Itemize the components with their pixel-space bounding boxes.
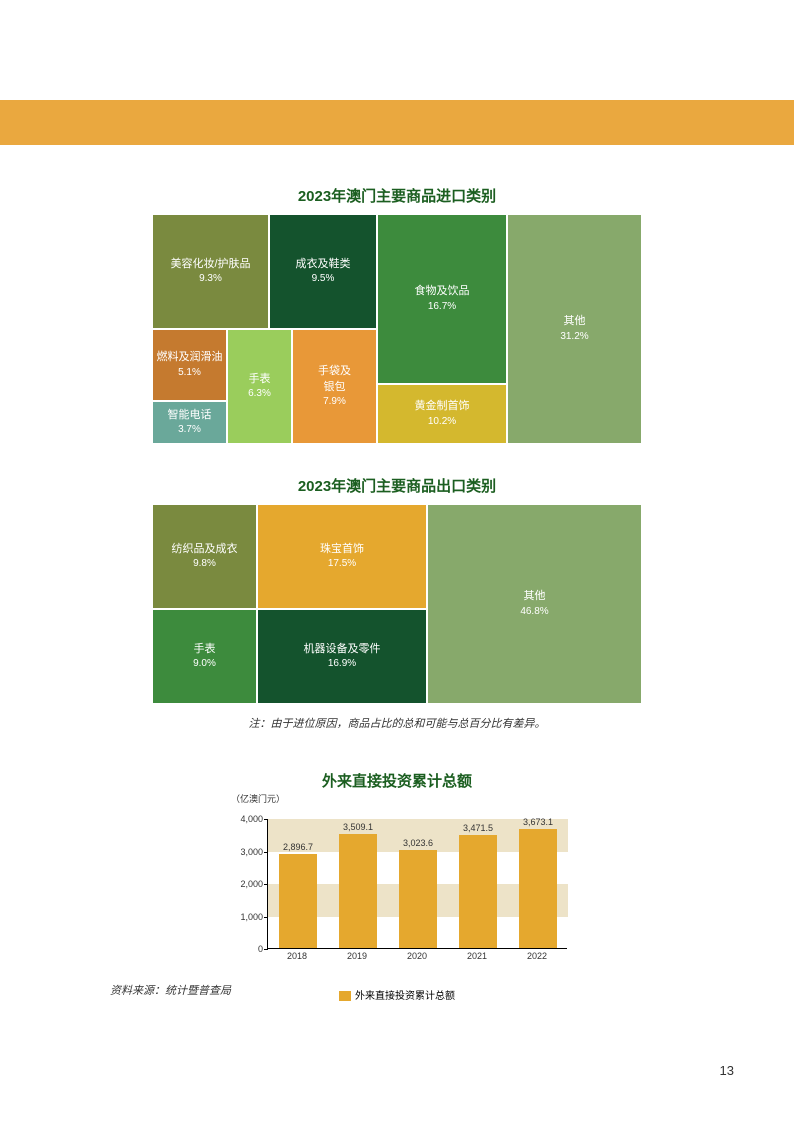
bar <box>339 834 377 948</box>
block-pct: 3.7% <box>178 423 201 437</box>
block-pct: 17.5% <box>328 557 356 571</box>
block-label: 机器设备及零件 <box>304 642 381 657</box>
x-tick-label: 2021 <box>458 951 496 961</box>
y-axis-unit: （亿澳门元） <box>231 792 285 805</box>
block-pct: 9.3% <box>199 272 222 286</box>
treemap-block: 智能电话3.7% <box>152 401 227 444</box>
treemap-block: 燃料及润滑油5.1% <box>152 329 227 401</box>
x-tick-label: 2020 <box>398 951 436 961</box>
exports-treemap: 纺织品及成衣9.8%珠宝首饰17.5%其他46.8%手表9.0%机器设备及零件1… <box>152 504 642 704</box>
block-label: 手表 <box>249 372 271 387</box>
treemap-block: 手表6.3% <box>227 329 292 444</box>
imports-treemap: 美容化妆/护肤品9.3%成衣及鞋类9.5%食物及饮品16.7%其他31.2%燃料… <box>152 214 642 444</box>
treemap-block: 美容化妆/护肤品9.3% <box>152 214 269 329</box>
block-label: 其他 <box>524 589 546 604</box>
block-label: 纺织品及成衣 <box>172 542 238 557</box>
treemap-block: 其他31.2% <box>507 214 642 444</box>
x-tick-label: 2019 <box>338 951 376 961</box>
treemap-block: 食物及饮品16.7% <box>377 214 507 384</box>
block-pct: 16.9% <box>328 657 356 671</box>
block-label: 食物及饮品 <box>415 284 470 299</box>
block-pct: 5.1% <box>178 366 201 380</box>
bar-legend: 外来直接投资累计总额 <box>227 987 567 1002</box>
bar-value-label: 2,896.7 <box>268 842 328 852</box>
bar-plot: 01,0002,0003,0004,0002,896.73,509.13,023… <box>267 819 567 949</box>
block-label: 珠宝首饰 <box>320 542 364 557</box>
bar <box>519 829 557 948</box>
block-label: 成衣及鞋类 <box>296 257 351 272</box>
block-label: 智能电话 <box>168 408 212 423</box>
x-tick-label: 2018 <box>278 951 316 961</box>
y-tick-label: 0 <box>233 944 263 954</box>
treemap-block: 手表9.0% <box>152 609 257 704</box>
imports-title: 2023年澳门主要商品进口类别 <box>0 185 794 206</box>
treemap-block: 成衣及鞋类9.5% <box>269 214 377 329</box>
block-label: 其他 <box>564 314 586 329</box>
bar-value-label: 3,673.1 <box>508 817 568 827</box>
y-tick-label: 4,000 <box>233 814 263 824</box>
block-label: 手袋及银包 <box>318 364 351 395</box>
block-label: 黄金制首饰 <box>415 399 470 414</box>
bar-value-label: 3,023.6 <box>388 838 448 848</box>
y-tick-label: 2,000 <box>233 879 263 889</box>
block-pct: 31.2% <box>560 330 588 344</box>
y-tick-label: 3,000 <box>233 847 263 857</box>
bar <box>459 835 497 948</box>
block-pct: 9.8% <box>193 557 216 571</box>
block-pct: 9.5% <box>312 272 335 286</box>
legend-label: 外来直接投资累计总额 <box>355 991 455 1002</box>
treemap-block: 其他46.8% <box>427 504 642 704</box>
page-number: 13 <box>720 1063 734 1078</box>
legend-swatch <box>339 991 351 1001</box>
block-pct: 10.2% <box>428 415 456 429</box>
bar-value-label: 3,471.5 <box>448 823 508 833</box>
block-pct: 46.8% <box>520 605 548 619</box>
bar <box>399 850 437 948</box>
block-label: 手表 <box>194 642 216 657</box>
block-label: 燃料及润滑油 <box>157 350 223 365</box>
block-pct: 16.7% <box>428 300 456 314</box>
block-pct: 7.9% <box>323 395 346 409</box>
header-bar <box>0 100 794 145</box>
bar-chart-title: 外来直接投资累计总额 <box>227 770 567 791</box>
treemap-block: 纺织品及成衣9.8% <box>152 504 257 609</box>
data-source: 资料来源：统计暨普查局 <box>110 982 231 998</box>
treemap-block: 珠宝首饰17.5% <box>257 504 427 609</box>
block-pct: 6.3% <box>248 387 271 401</box>
treemap-block: 机器设备及零件16.9% <box>257 609 427 704</box>
treemap-block: 手袋及银包7.9% <box>292 329 377 444</box>
bar-value-label: 3,509.1 <box>328 822 388 832</box>
x-tick-label: 2022 <box>518 951 556 961</box>
treemap-block: 黄金制首饰10.2% <box>377 384 507 444</box>
bar-chart: 外来直接投资累计总额 （亿澳门元） 01,0002,0003,0004,0002… <box>227 770 567 1002</box>
rounding-note: 注：由于进位原因，商品占比的总和可能与总百分比有差异。 <box>0 715 794 731</box>
exports-title: 2023年澳门主要商品出口类别 <box>0 475 794 496</box>
block-label: 美容化妆/护肤品 <box>170 257 250 272</box>
bar <box>279 854 317 948</box>
y-tick-label: 1,000 <box>233 912 263 922</box>
block-pct: 9.0% <box>193 657 216 671</box>
